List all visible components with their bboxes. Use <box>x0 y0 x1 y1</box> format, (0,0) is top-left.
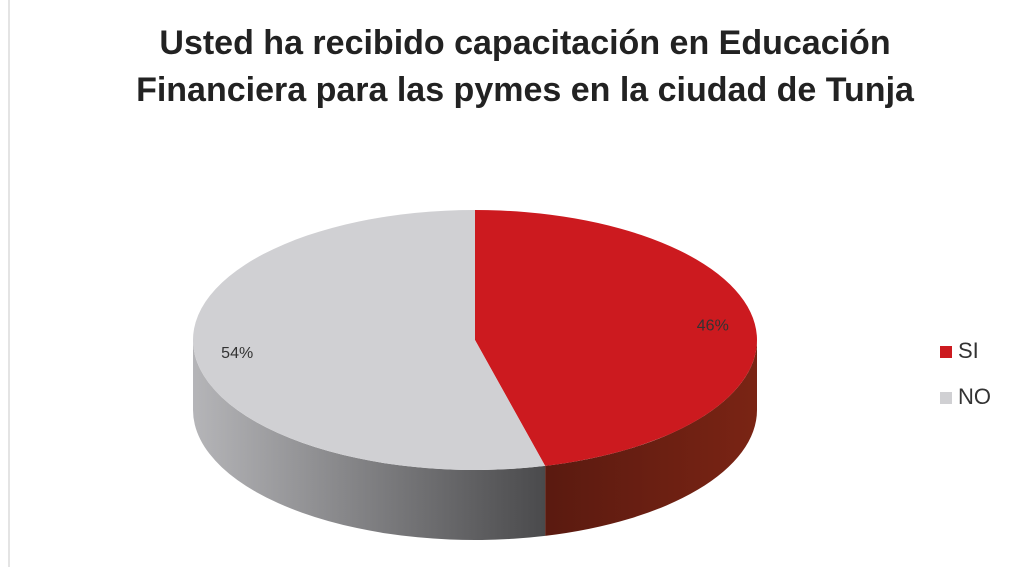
slice <box>475 210 757 536</box>
legend-swatch <box>940 346 952 358</box>
slice-top <box>475 210 757 466</box>
data-label: 54% <box>221 345 253 362</box>
slice-top <box>192 210 546 471</box>
legend-label: NO <box>958 384 991 409</box>
slice <box>192 210 546 540</box>
legend-swatch <box>940 392 952 404</box>
chart-title: Usted ha recibido capacitación en Educac… <box>136 24 914 109</box>
data-label: 46% <box>697 317 729 334</box>
slice-side <box>193 340 546 540</box>
legend-label: SI <box>958 338 979 363</box>
slice-side <box>545 340 757 536</box>
